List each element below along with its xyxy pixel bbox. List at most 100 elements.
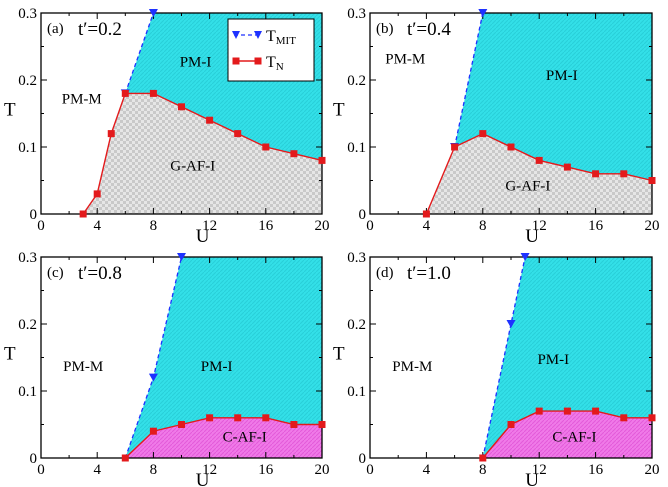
tn-point	[234, 130, 242, 138]
x-tick-label: 12	[202, 462, 217, 478]
tn-point	[107, 130, 115, 138]
tn-point	[149, 89, 157, 97]
x-tick-label: 0	[366, 462, 374, 478]
x-tick-label: 12	[202, 218, 217, 234]
x-tick-label: 4	[93, 462, 101, 478]
panel-title: t′=1.0	[407, 263, 451, 284]
y-tick-label: 0.2	[18, 73, 37, 89]
y-tick-label: 0.1	[347, 384, 366, 400]
legend-tn-marker	[232, 57, 240, 65]
pm-i-region	[125, 257, 322, 458]
tmit-line	[124, 12, 155, 94]
region-label-pm-m: PM-M	[392, 359, 432, 375]
panel-label: (b)	[376, 21, 394, 37]
tn-point	[93, 190, 101, 198]
x-tick-label: 20	[645, 218, 660, 234]
panel-title: t′=0.8	[78, 263, 122, 284]
legend-tmit-marker	[232, 31, 240, 39]
x-tick-label: 20	[645, 462, 660, 478]
x-axis-label: U	[525, 470, 539, 487]
af-region	[83, 93, 323, 214]
x-tick-label: 0	[37, 462, 45, 478]
tn-point	[206, 116, 214, 124]
tn-point	[290, 421, 298, 428]
tn-point	[648, 414, 656, 422]
af-region	[482, 411, 652, 458]
x-tick-label: 20	[315, 218, 330, 234]
region-label-pm-m: PM-M	[62, 91, 102, 107]
x-tick-label: 16	[258, 218, 274, 234]
tn-point	[620, 170, 628, 178]
tn-point	[592, 170, 600, 178]
tn-point	[121, 89, 129, 97]
tmit-point	[148, 373, 158, 382]
y-tick-label: 0.2	[347, 317, 366, 333]
legend-tn-label: TN	[266, 54, 284, 73]
y-axis-label: T	[4, 344, 16, 365]
tn-point	[318, 156, 326, 164]
y-tick-label: 0.3	[347, 250, 366, 266]
y-tick-label: 0.3	[18, 250, 37, 266]
x-tick-label: 0	[366, 218, 374, 234]
tn-point	[563, 407, 571, 415]
tmit-point	[148, 9, 158, 17]
y-tick-label: 0	[359, 207, 367, 223]
tn-point	[206, 414, 214, 422]
tn-point	[563, 163, 571, 171]
region-label-pm-i: PM-I	[201, 359, 233, 375]
x-tick-label: 4	[423, 462, 431, 478]
tn-point	[149, 427, 157, 435]
y-tick-label: 0	[30, 207, 38, 223]
pm-i-region	[454, 13, 652, 181]
region-label-af: G-AF-I	[505, 179, 550, 195]
panel-label: (d)	[376, 265, 394, 281]
tn-line	[124, 417, 322, 459]
legend-tn-marker	[254, 57, 262, 65]
region-label-pm-m: PM-M	[385, 51, 425, 67]
tn-point	[318, 421, 326, 428]
tn-point	[262, 414, 270, 422]
y-axis-label: T	[333, 100, 345, 121]
x-tick-label: 4	[423, 218, 431, 234]
region-label-pm-i: PM-I	[537, 352, 569, 368]
tn-point	[479, 454, 487, 462]
y-tick-label: 0.2	[18, 317, 37, 333]
y-tick-label: 0.3	[18, 6, 37, 22]
tn-point	[178, 103, 185, 111]
tn-point	[507, 421, 515, 428]
x-tick-label: 16	[588, 218, 604, 234]
tmit-point	[478, 9, 488, 17]
y-tick-label: 0.2	[347, 73, 366, 89]
x-tick-label: 4	[93, 218, 101, 234]
y-axis-label: T	[4, 100, 16, 121]
x-tick-label: 16	[258, 462, 274, 478]
tn-point	[620, 414, 628, 422]
legend: TMIT TN	[227, 18, 315, 82]
tn-point	[479, 130, 487, 138]
panel-d: 0 4 8 12 16 20 0 0.1 0.2 0.3 U T (d) t′=1.0 PM-M PM-I C-…	[333, 250, 660, 487]
legend-tmit-marker	[254, 31, 262, 39]
x-tick-label: 16	[588, 462, 604, 478]
y-tick-label: 0.3	[347, 6, 366, 22]
y-tick-label: 0.1	[18, 140, 37, 156]
tn-point	[451, 143, 459, 151]
x-tick-label: 8	[150, 218, 158, 234]
tn-point	[507, 143, 515, 151]
x-tick-label: 8	[479, 218, 487, 234]
y-tick-label: 0.1	[347, 140, 366, 156]
pm-i-region	[482, 257, 652, 458]
panel-label: (c)	[47, 265, 64, 281]
region-label-pm-i: PM-I	[546, 68, 578, 84]
tn-point	[422, 210, 430, 218]
y-tick-label: 0	[359, 451, 367, 467]
tn-point	[121, 454, 129, 462]
region-label-af: C-AF-I	[223, 429, 267, 445]
x-tick-label: 20	[315, 462, 330, 478]
x-axis-label: U	[196, 226, 210, 247]
x-tick-label: 12	[532, 462, 547, 478]
y-tick-label: 0.1	[18, 384, 37, 400]
tn-point	[535, 407, 543, 415]
tmit-point	[177, 253, 186, 261]
x-tick-label: 12	[532, 218, 547, 234]
